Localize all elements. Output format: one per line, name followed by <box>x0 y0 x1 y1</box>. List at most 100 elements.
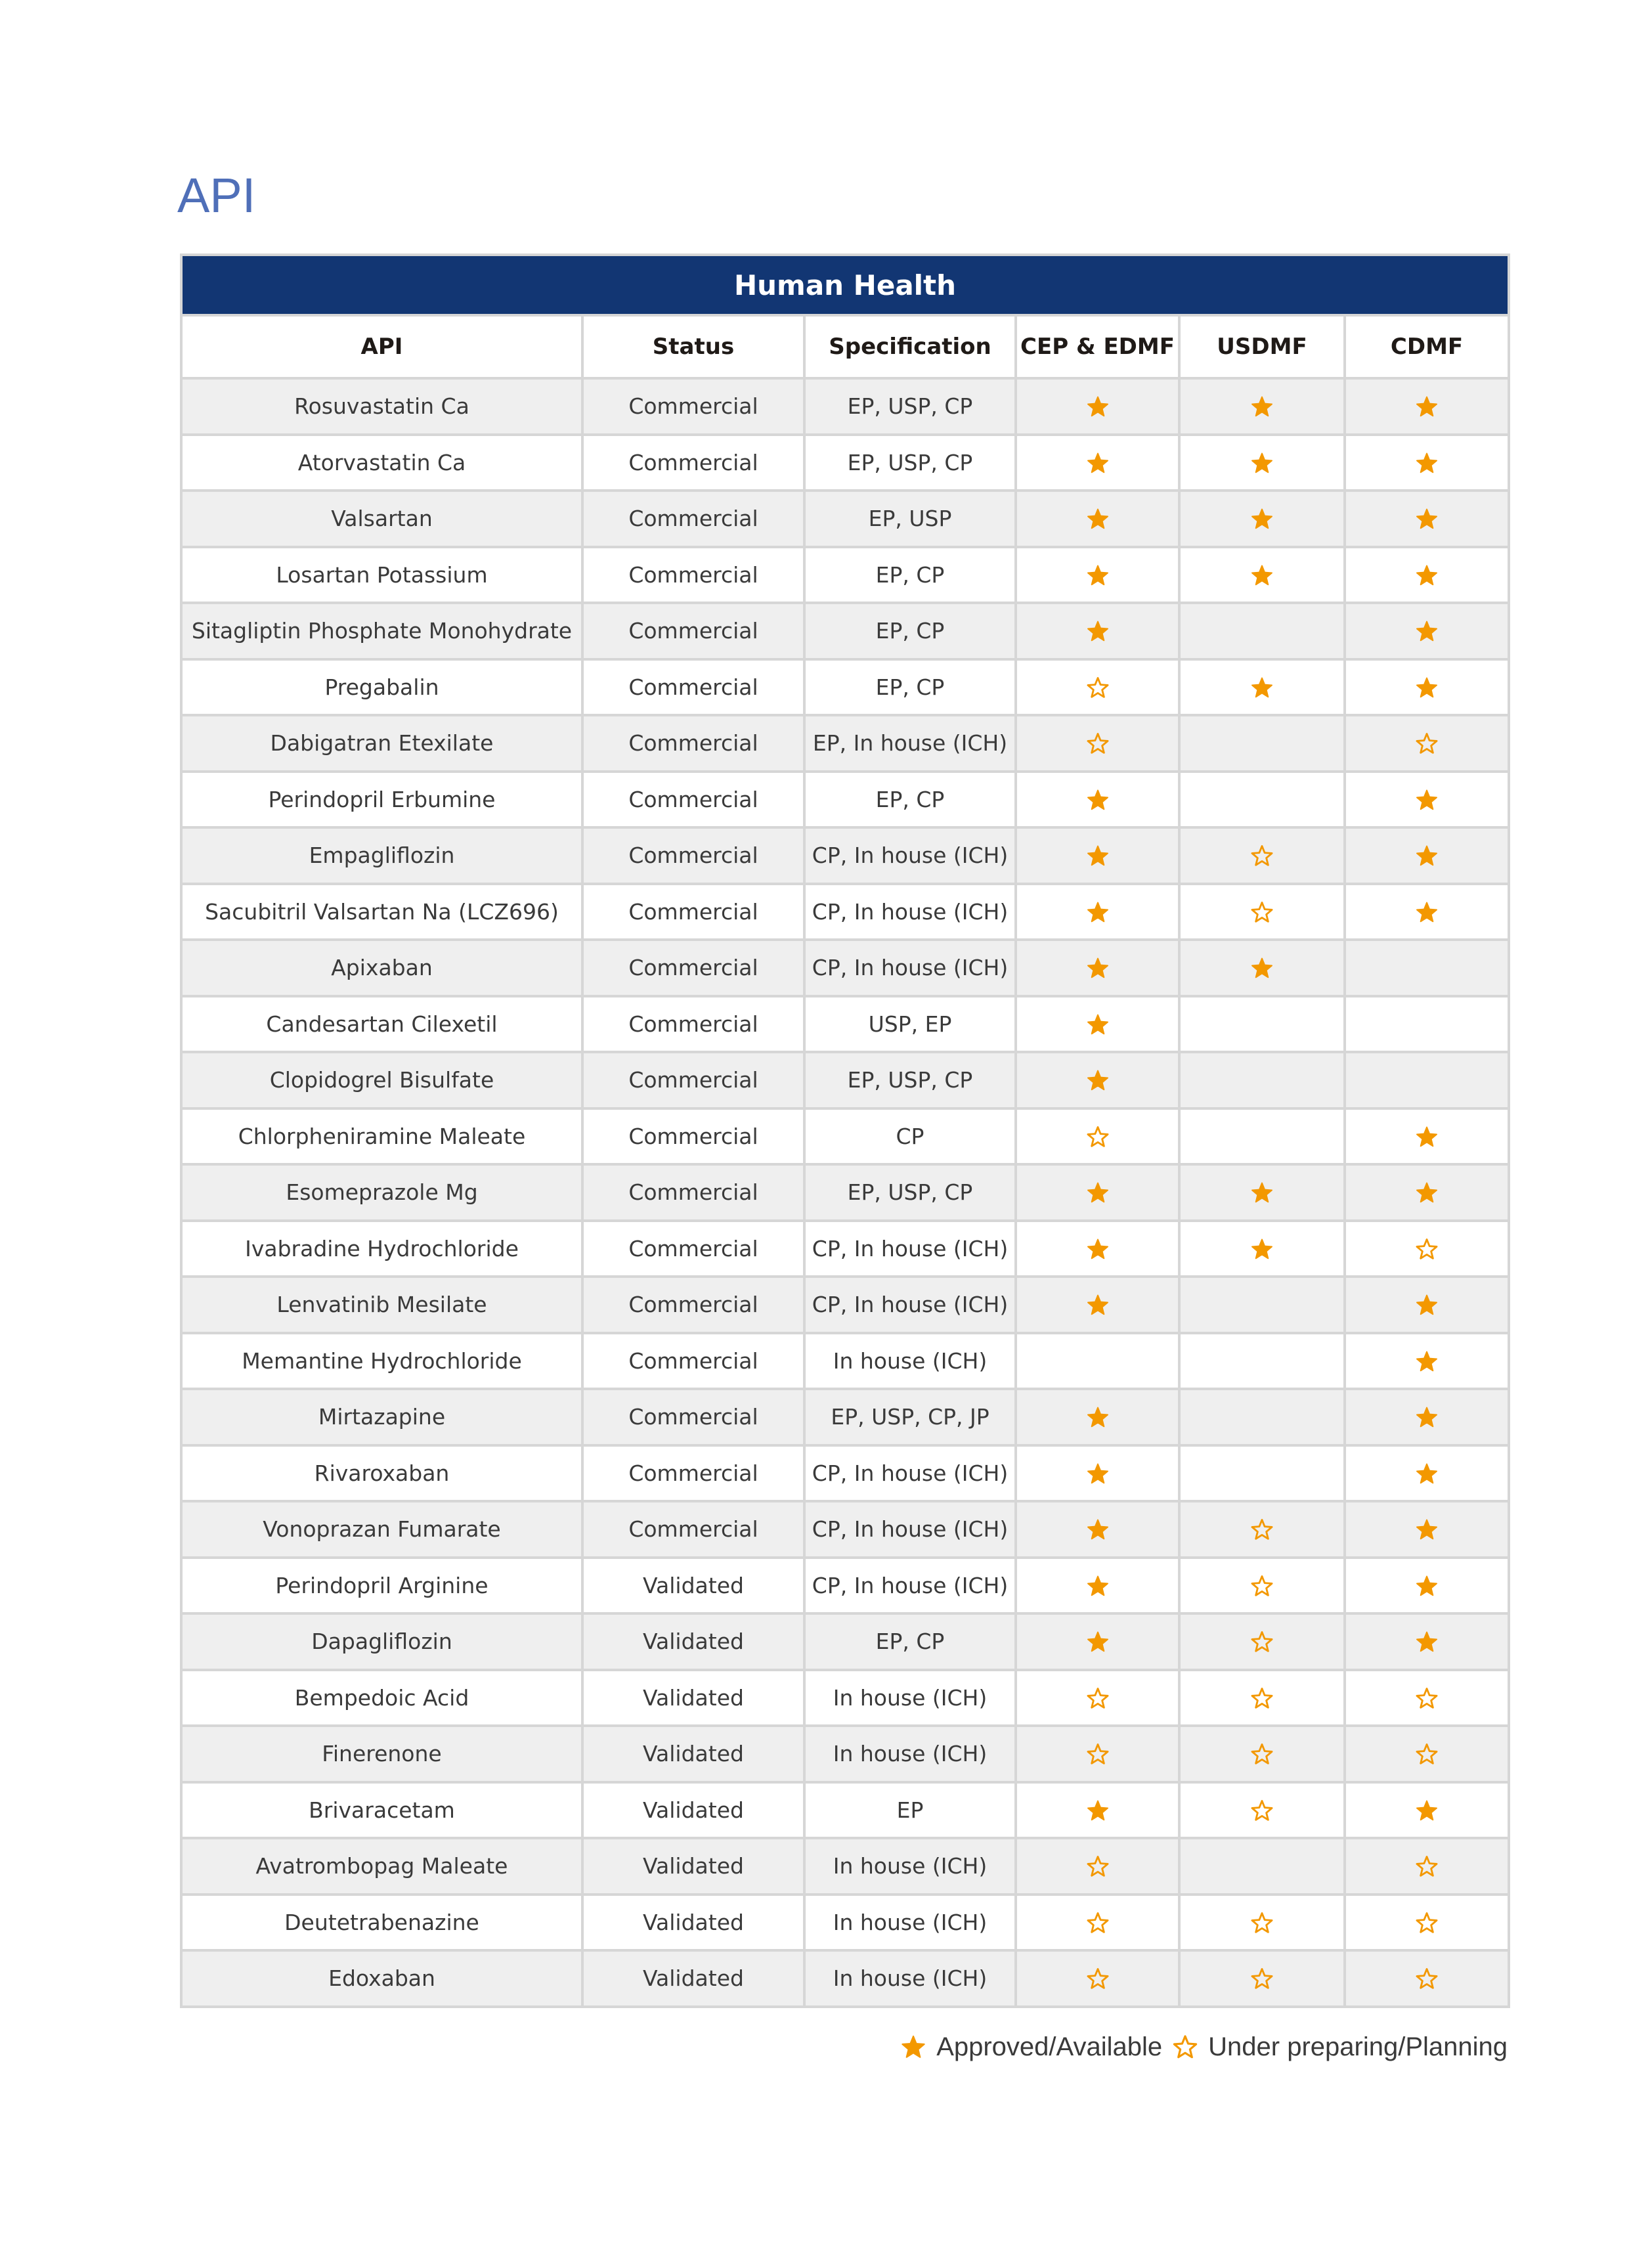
api-name-cell: Pregabalin <box>180 657 584 716</box>
cdmf-cell <box>1343 714 1511 773</box>
status-cell: Commercial <box>581 882 806 941</box>
specification-cell: EP, In house (ICH) <box>803 714 1017 773</box>
table-row: Esomeprazole Mg Commercial EP, USP, CP <box>180 1163 1511 1222</box>
outline-star-icon <box>1250 1574 1274 1599</box>
api-name-cell: Edoxaban <box>180 1949 584 2008</box>
api-name-cell: Apixaban <box>180 938 584 997</box>
specification-cell: CP, In house (ICH) <box>803 1219 1017 1278</box>
outline-star-icon <box>1414 1854 1439 1879</box>
specification-cell: CP, In house (ICH) <box>803 1275 1017 1334</box>
filled-star-icon <box>1414 507 1439 532</box>
filled-star-icon <box>1085 1237 1110 1262</box>
filled-star-icon <box>1414 1518 1439 1543</box>
filled-star-icon <box>1414 900 1439 925</box>
filled-star-icon <box>1085 1799 1110 1824</box>
specification-cell: CP, In house (ICH) <box>803 1500 1017 1559</box>
outline-star-icon <box>1250 1799 1274 1824</box>
filled-star-icon <box>1085 956 1110 981</box>
column-header-cdmf: CDMF <box>1343 314 1511 380</box>
api-name-cell: Sacubitril Valsartan Na (LCZ696) <box>180 882 584 941</box>
filled-star-icon <box>1085 844 1110 869</box>
status-cell: Commercial <box>581 377 806 436</box>
cdmf-cell <box>1343 1612 1511 1671</box>
filled-star-icon <box>1414 1349 1439 1374</box>
specification-cell: CP, In house (ICH) <box>803 826 1017 885</box>
api-name-cell: Perindopril Erbumine <box>180 770 584 829</box>
specification-cell: EP <box>803 1780 1017 1839</box>
table-row: Perindopril Erbumine Commercial EP, CP <box>180 770 1511 829</box>
cep-edmf-cell <box>1014 657 1181 716</box>
outline-star-icon <box>1085 676 1110 701</box>
table-row: Avatrombopag Maleate Validated In house (I… <box>180 1837 1511 1896</box>
outline-star-icon <box>1250 1518 1274 1543</box>
status-cell: Commercial <box>581 1107 806 1166</box>
specification-cell: CP, In house (ICH) <box>803 938 1017 997</box>
status-cell: Commercial <box>581 602 806 661</box>
filled-star-icon <box>1250 676 1274 701</box>
outline-star-icon <box>1250 1911 1274 1936</box>
status-cell: Commercial <box>581 433 806 492</box>
cdmf-cell <box>1343 1500 1511 1559</box>
api-name-cell: Ivabradine Hydrochloride <box>180 1219 584 1278</box>
table-row: Sacubitril Valsartan Na (LCZ696) Commerci… <box>180 882 1511 941</box>
specification-cell: USP, EP <box>803 994 1017 1053</box>
legend: Approved/Available Under preparing/Plann… <box>900 2032 1508 2062</box>
outline-star-icon <box>1085 1742 1110 1767</box>
filled-star-icon <box>1414 1293 1439 1318</box>
specification-cell: EP, USP, CP <box>803 1051 1017 1110</box>
api-name-cell: Chlorpheniramine Maleate <box>180 1107 584 1166</box>
table-row: Lenvatinib Mesilate Commercial CP, In hous… <box>180 1275 1511 1334</box>
usdmf-cell <box>1178 545 1346 604</box>
table-row: Dabigatran Etexilate Commercial EP, In hou… <box>180 714 1511 773</box>
cdmf-cell <box>1343 1331 1511 1390</box>
table-row: Pregabalin Commercial EP, CP <box>180 657 1511 716</box>
table-row: Brivaracetam Validated EP <box>180 1780 1511 1839</box>
api-table: Human Health API Status Specification CE… <box>179 253 1511 2008</box>
usdmf-cell <box>1178 826 1346 885</box>
table-row: Bempedoic Acid Validated In house (ICH) <box>180 1668 1511 1727</box>
status-cell: Commercial <box>581 826 806 885</box>
filled-star-icon <box>1085 563 1110 588</box>
cep-edmf-cell <box>1014 938 1181 997</box>
cdmf-cell <box>1343 1949 1511 2008</box>
column-header-api: API <box>180 314 584 380</box>
outline-star-icon <box>1414 1911 1439 1936</box>
specification-cell: EP, CP <box>803 770 1017 829</box>
cdmf-cell <box>1343 377 1511 436</box>
usdmf-cell <box>1178 1500 1346 1559</box>
filled-star-icon <box>1250 1237 1274 1262</box>
api-name-cell: Vonoprazan Fumarate <box>180 1500 584 1559</box>
filled-star-icon <box>1085 1574 1110 1599</box>
column-header-usdmf: USDMF <box>1178 314 1346 380</box>
cdmf-cell <box>1343 770 1511 829</box>
api-name-cell: Bempedoic Acid <box>180 1668 584 1727</box>
cdmf-cell <box>1343 1443 1511 1502</box>
specification-cell: EP, USP <box>803 489 1017 548</box>
cep-edmf-cell <box>1014 545 1181 604</box>
specification-cell: In house (ICH) <box>803 1724 1017 1784</box>
usdmf-cell <box>1178 1331 1346 1390</box>
filled-star-icon <box>1085 1462 1110 1487</box>
specification-cell: EP, USP, CP <box>803 377 1017 436</box>
table-row: Clopidogrel Bisulfate Commercial EP, USP, … <box>180 1051 1511 1110</box>
outline-star-icon <box>1085 1686 1110 1711</box>
usdmf-cell <box>1178 1051 1346 1110</box>
cdmf-cell <box>1343 1275 1511 1334</box>
cdmf-cell <box>1343 1780 1511 1839</box>
specification-cell: In house (ICH) <box>803 1668 1017 1727</box>
api-name-cell: Atorvastatin Ca <box>180 433 584 492</box>
outline-star-icon <box>1085 1911 1110 1936</box>
status-cell: Commercial <box>581 1163 806 1222</box>
outline-star-icon <box>1414 1686 1439 1711</box>
status-cell: Commercial <box>581 1388 806 1447</box>
legend-approved-label: Approved/Available <box>936 2032 1163 2061</box>
cep-edmf-cell <box>1014 1837 1181 1896</box>
specification-cell: EP, USP, CP, JP <box>803 1388 1017 1447</box>
usdmf-cell <box>1178 938 1346 997</box>
status-cell: Commercial <box>581 714 806 773</box>
table-row: Empagliflozin Commercial CP, In house (ICH… <box>180 826 1511 885</box>
filled-star-icon <box>1085 1630 1110 1655</box>
outline-star-icon <box>1250 844 1274 869</box>
api-name-cell: Dabigatran Etexilate <box>180 714 584 773</box>
outline-star-icon <box>1085 1967 1110 1992</box>
